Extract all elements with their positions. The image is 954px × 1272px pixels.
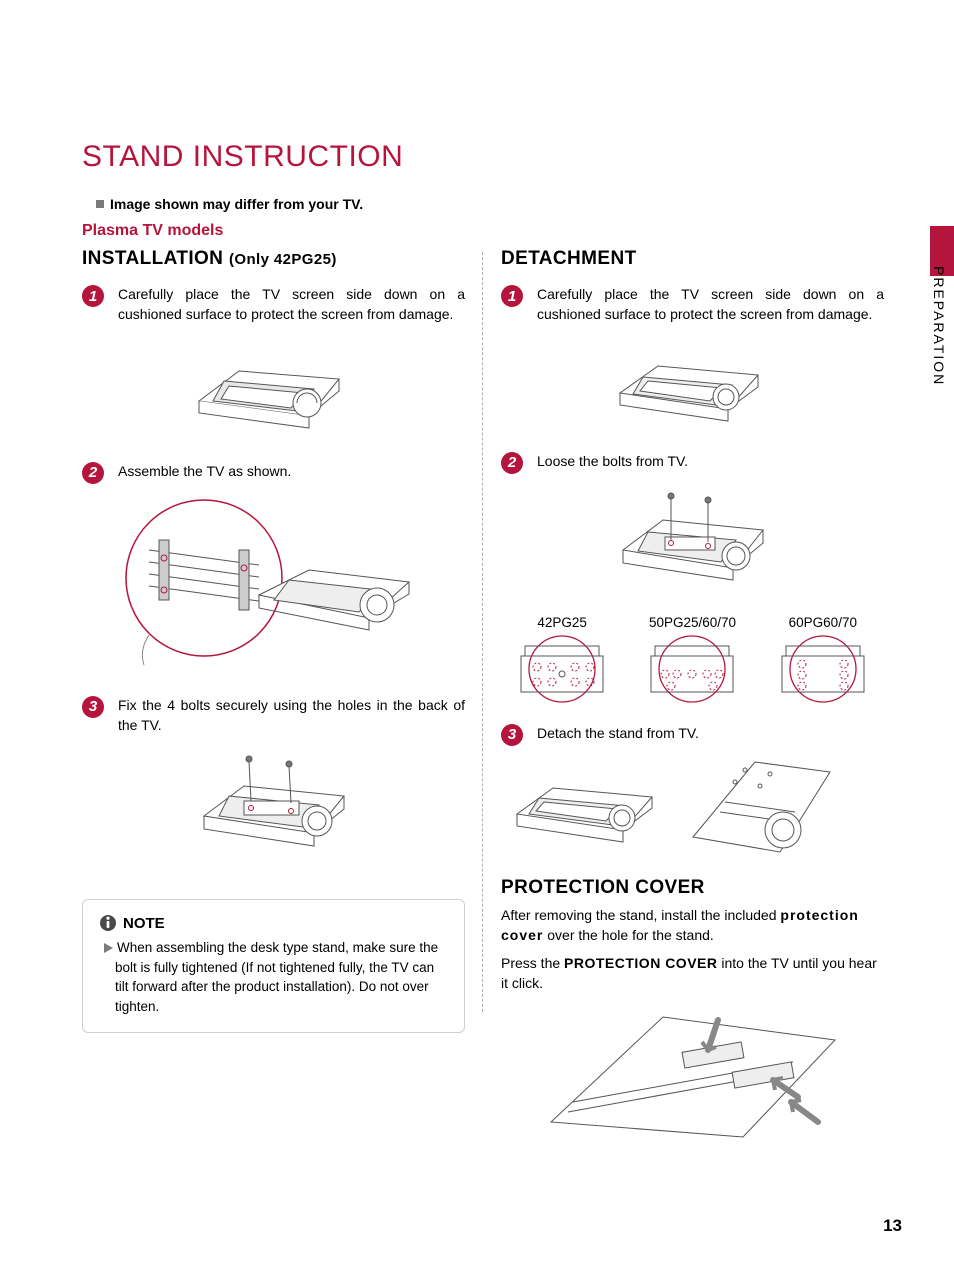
detachment-heading: DETACHMENT [501, 248, 884, 270]
square-bullet-icon [96, 200, 104, 208]
install-step-2-text: Assemble the TV as shown. [118, 461, 465, 481]
step-number-icon: 1 [501, 285, 523, 307]
detach-figure-2 [501, 480, 884, 595]
detach-figure-1 [501, 331, 884, 431]
page-number: 13 [883, 1216, 902, 1236]
installation-heading-main: INSTALLATION [82, 248, 223, 269]
models-row: 42PG25 50PG2 [501, 615, 884, 709]
model-50pg: 50PG25/60/70 [631, 615, 753, 709]
installation-heading: INSTALLATION (Only 42PG25) [82, 248, 465, 270]
detach-step-2-text: Loose the bolts from TV. [537, 451, 884, 471]
detach-figure-3 [507, 752, 884, 857]
pcover-p1c: over the hole for the stand. [543, 927, 713, 943]
installation-heading-sub: (Only 42PG25) [229, 251, 337, 268]
install-figure-2 [82, 490, 465, 675]
install-step-3: 3 Fix the 4 bolts securely using the hol… [82, 695, 465, 736]
step-number-icon: 1 [82, 285, 104, 307]
note-body-text: When assembling the desk type stand, mak… [115, 940, 438, 1014]
model-diagram-icon [637, 634, 747, 704]
model-diagram-icon [768, 634, 878, 704]
model-diagram-icon [507, 634, 617, 704]
protection-cover-para2: Press the PROTECTION COVER into the TV u… [501, 953, 884, 994]
pcover-p2a: Press the [501, 955, 564, 971]
note-label: NOTE [123, 915, 165, 932]
page-title: STAND INSTRUCTION [82, 140, 884, 174]
protection-cover-heading: PROTECTION COVER [501, 877, 884, 899]
model-label: 42PG25 [501, 615, 623, 630]
install-step-2: 2 Assemble the TV as shown. [82, 461, 465, 484]
install-step-1-text: Carefully place the TV screen side down … [118, 284, 465, 325]
model-label: 50PG25/60/70 [631, 615, 753, 630]
install-figure-1 [82, 331, 465, 441]
pcover-p1a: After removing the stand, install the in… [501, 907, 780, 923]
install-figure-3 [82, 741, 465, 871]
model-42pg25: 42PG25 [501, 615, 623, 709]
column-divider [482, 252, 483, 1012]
step-number-icon: 2 [501, 452, 523, 474]
note-body: When assembling the desk type stand, mak… [99, 938, 448, 1016]
protection-cover-para1: After removing the stand, install the in… [501, 905, 884, 946]
install-step-1: 1 Carefully place the TV screen side dow… [82, 284, 465, 325]
install-step-3-text: Fix the 4 bolts securely using the holes… [118, 695, 465, 736]
detach-step-1-text: Carefully place the TV screen side down … [537, 284, 884, 325]
note-box: NOTE When assembling the desk type stand… [82, 899, 465, 1033]
detach-step-1: 1 Carefully place the TV screen side dow… [501, 284, 884, 325]
step-number-icon: 3 [501, 724, 523, 746]
info-icon [99, 914, 117, 932]
step-number-icon: 3 [82, 696, 104, 718]
pcover-p2b: PROTECTION COVER [564, 955, 717, 971]
plasma-models-label: Plasma TV models [82, 222, 884, 240]
note-heading: NOTE [99, 914, 448, 932]
image-differ-note: Image shown may differ from your TV. [96, 196, 884, 212]
triangle-bullet-icon [104, 943, 113, 953]
detach-step-3-text: Detach the stand from TV. [537, 723, 884, 743]
image-differ-text: Image shown may differ from your TV. [110, 196, 363, 212]
detach-step-3: 3 Detach the stand from TV. [501, 723, 884, 746]
model-60pg: 60PG60/70 [762, 615, 884, 709]
detachment-column: DETACHMENT 1 Carefully place the TV scre… [483, 248, 884, 1162]
protection-cover-figure [501, 1002, 884, 1142]
detach-step-2: 2 Loose the bolts from TV. [501, 451, 884, 474]
step-number-icon: 2 [82, 462, 104, 484]
installation-column: INSTALLATION (Only 42PG25) 1 Carefully p… [82, 248, 483, 1162]
model-label: 60PG60/70 [762, 615, 884, 630]
